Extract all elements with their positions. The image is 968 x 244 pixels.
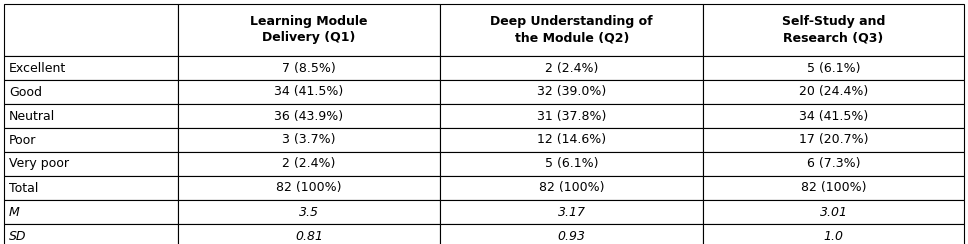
Bar (4, 152, 177, 176)
Bar (177, 128, 440, 152)
Bar (703, 176, 964, 200)
Bar (4, 200, 177, 224)
Bar (4, 80, 177, 104)
Bar (177, 104, 440, 128)
Bar (4, 176, 177, 200)
Bar (703, 128, 964, 152)
Text: 2 (2.4%): 2 (2.4%) (283, 157, 336, 171)
Text: 1.0: 1.0 (824, 230, 843, 243)
Text: Neutral: Neutral (9, 110, 55, 122)
Bar (440, 176, 703, 200)
Text: 3.5: 3.5 (299, 205, 319, 218)
Text: 0.81: 0.81 (295, 230, 323, 243)
Text: 5 (6.1%): 5 (6.1%) (807, 61, 861, 74)
Text: Excellent: Excellent (9, 61, 66, 74)
Bar (177, 176, 440, 200)
Bar (177, 200, 440, 224)
Bar (4, 104, 177, 128)
Text: 0.93: 0.93 (558, 230, 586, 243)
Text: 17 (20.7%): 17 (20.7%) (799, 133, 868, 146)
Text: 3.01: 3.01 (820, 205, 848, 218)
Bar (703, 4, 964, 56)
Text: Total: Total (9, 182, 39, 194)
Bar (703, 224, 964, 244)
Text: Very poor: Very poor (9, 157, 69, 171)
Bar (440, 224, 703, 244)
Text: 7 (8.5%): 7 (8.5%) (282, 61, 336, 74)
Text: 6 (7.3%): 6 (7.3%) (807, 157, 861, 171)
Bar (4, 128, 177, 152)
Bar (177, 80, 440, 104)
Text: 12 (14.6%): 12 (14.6%) (537, 133, 606, 146)
Bar (440, 128, 703, 152)
Text: 32 (39.0%): 32 (39.0%) (537, 85, 606, 99)
Bar (703, 200, 964, 224)
Bar (177, 4, 440, 56)
Text: Good: Good (9, 85, 42, 99)
Text: Deep Understanding of
the Module (Q2): Deep Understanding of the Module (Q2) (491, 16, 653, 44)
Bar (177, 224, 440, 244)
Bar (703, 56, 964, 80)
Text: 3.17: 3.17 (558, 205, 586, 218)
Bar (440, 56, 703, 80)
Text: 82 (100%): 82 (100%) (539, 182, 605, 194)
Bar (703, 104, 964, 128)
Bar (703, 152, 964, 176)
Text: 82 (100%): 82 (100%) (276, 182, 342, 194)
Text: 3 (3.7%): 3 (3.7%) (283, 133, 336, 146)
Text: 82 (100%): 82 (100%) (801, 182, 866, 194)
Text: M: M (9, 205, 19, 218)
Text: 2 (2.4%): 2 (2.4%) (545, 61, 598, 74)
Text: 34 (41.5%): 34 (41.5%) (799, 110, 868, 122)
Text: 34 (41.5%): 34 (41.5%) (274, 85, 344, 99)
Text: Self-Study and
Research (Q3): Self-Study and Research (Q3) (782, 16, 886, 44)
Bar (177, 56, 440, 80)
Text: 20 (24.4%): 20 (24.4%) (799, 85, 868, 99)
Bar (703, 80, 964, 104)
Text: SD: SD (9, 230, 26, 243)
Bar (440, 80, 703, 104)
Bar (440, 200, 703, 224)
Text: 36 (43.9%): 36 (43.9%) (274, 110, 344, 122)
Bar (4, 56, 177, 80)
Bar (440, 104, 703, 128)
Text: Learning Module
Delivery (Q1): Learning Module Delivery (Q1) (250, 16, 368, 44)
Bar (440, 152, 703, 176)
Bar (177, 152, 440, 176)
Bar (4, 4, 177, 56)
Text: 31 (37.8%): 31 (37.8%) (537, 110, 607, 122)
Text: Poor: Poor (9, 133, 37, 146)
Bar (4, 224, 177, 244)
Bar (440, 4, 703, 56)
Text: 5 (6.1%): 5 (6.1%) (545, 157, 598, 171)
